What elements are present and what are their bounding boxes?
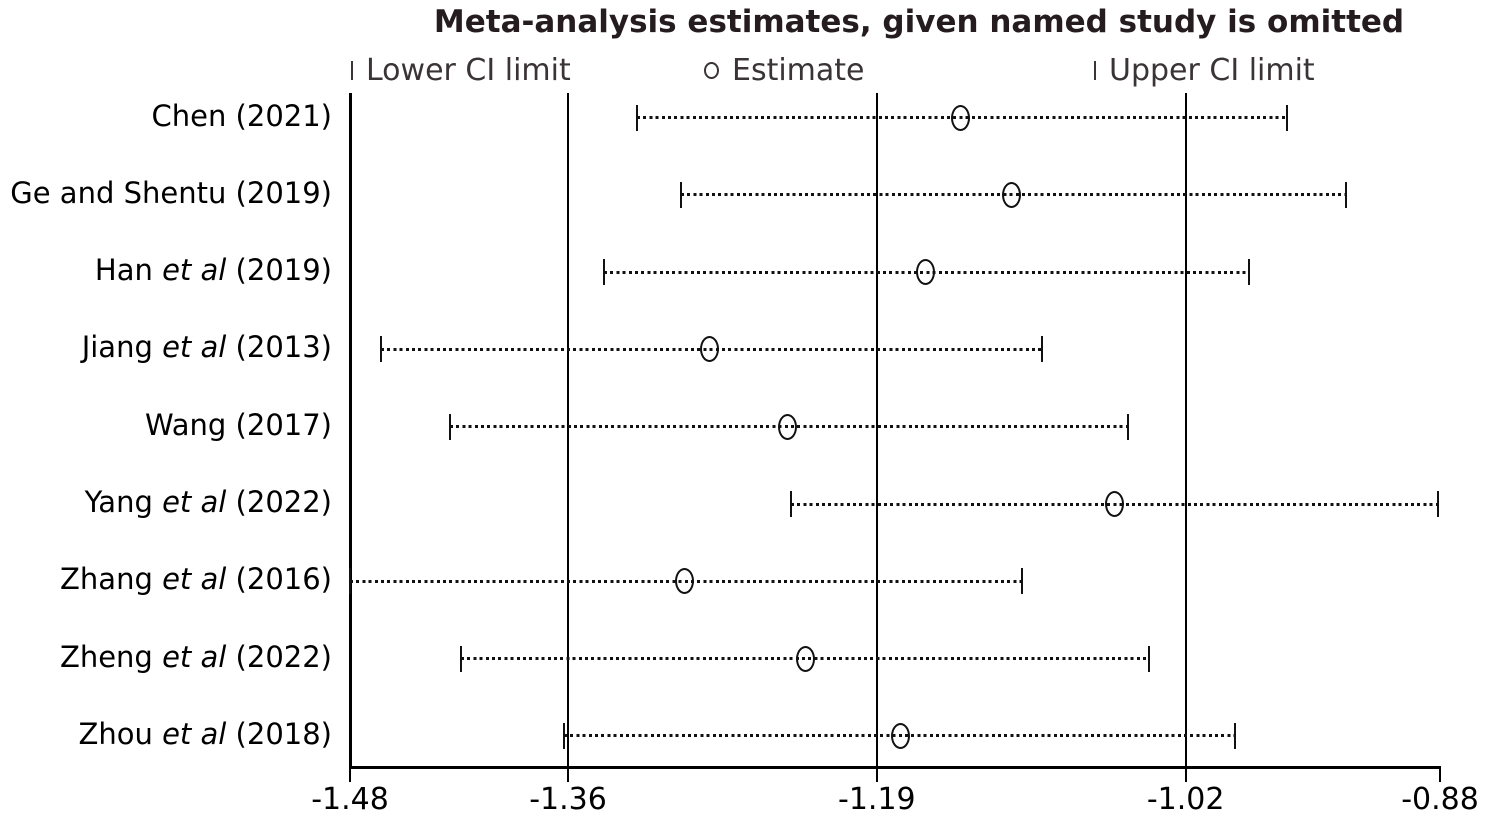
study-label: Zhang et al (2016)	[0, 562, 332, 596]
study-name: Ge and Shentu	[10, 175, 227, 210]
x-tick-label: -1.02	[1146, 782, 1225, 817]
estimate-marker	[916, 259, 936, 286]
legend-item-upper-ci: Upper CI limit	[1094, 50, 1315, 90]
upper-ci-cap	[1148, 645, 1151, 672]
study-label: Chen (2021)	[0, 99, 332, 133]
upper-ci-cap	[1021, 568, 1024, 595]
lower-ci-cap	[679, 181, 682, 208]
estimate-marker	[1001, 181, 1021, 208]
x-axis-tick	[349, 769, 351, 782]
estimate-marker	[778, 413, 798, 440]
estimate-marker	[890, 722, 910, 749]
study-year: (2019)	[226, 253, 332, 288]
study-label: Jiang et al (2013)	[0, 330, 332, 364]
study-year: (2019)	[226, 175, 332, 210]
upper-ci-cap	[1344, 181, 1347, 208]
study-name: Zhang	[60, 562, 153, 597]
study-etal: et al	[152, 639, 227, 674]
study-label: Ge and Shentu (2019)	[0, 176, 332, 210]
study-etal: et al	[152, 253, 227, 288]
lower-ci-cap	[563, 722, 566, 749]
reference-line-overall-lower-ci	[567, 93, 569, 766]
study-etal: et al	[152, 562, 227, 597]
upper-ci-cap	[1126, 413, 1129, 440]
study-year: (2013)	[226, 330, 332, 365]
upper-ci-cap	[1437, 491, 1440, 517]
estimate-marker	[1105, 491, 1125, 517]
x-tick-label: -1.48	[311, 782, 389, 817]
upper-ci-cap	[1233, 722, 1236, 749]
study-name: Wang	[144, 407, 227, 442]
upper-ci-cap	[1041, 336, 1044, 363]
estimate-marker	[674, 568, 694, 595]
upper-ci-tick-icon	[1094, 60, 1096, 80]
y-axis-line	[349, 93, 352, 766]
study-etal: et al	[152, 330, 227, 365]
legend-item-lower-ci: Lower CI limit	[351, 50, 571, 90]
lower-ci-cap	[603, 259, 606, 286]
study-year: (2022)	[226, 485, 332, 519]
lower-ci-tick-icon	[351, 60, 353, 80]
study-label: Wang (2017)	[0, 408, 332, 442]
x-axis-tick	[875, 769, 878, 782]
lower-ci-cap	[448, 413, 451, 440]
study-name: Jiang	[81, 330, 153, 365]
study-year: (2018)	[226, 716, 332, 751]
study-etal: et al	[152, 485, 227, 519]
study-year: (2017)	[226, 407, 332, 442]
study-name: Han	[94, 253, 153, 288]
study-etal: et al	[152, 716, 227, 751]
lower-ci-cap	[790, 491, 793, 517]
reference-line-overall-upper-ci	[1184, 93, 1187, 766]
x-axis-tick	[1439, 769, 1441, 782]
study-year: (2021)	[226, 98, 332, 133]
estimate-circle-icon	[704, 61, 719, 79]
estimate-marker	[796, 645, 816, 672]
lower-ci-cap	[349, 568, 351, 595]
estimate-marker	[950, 104, 970, 131]
estimate-marker	[700, 336, 720, 363]
x-axis-tick	[567, 769, 569, 782]
study-year: (2016)	[226, 562, 332, 597]
study-name: Yang	[84, 485, 153, 519]
study-label: Yang et al (2022)	[0, 485, 332, 519]
study-year: (2022)	[226, 639, 332, 674]
study-name: Zheng	[59, 639, 153, 674]
x-axis-tick	[1184, 769, 1187, 782]
x-tick-label: -1.19	[838, 782, 916, 817]
lower-ci-cap	[636, 104, 639, 131]
legend: Lower CI limit Estimate Upper CI limit	[0, 50, 1488, 90]
upper-ci-cap	[1286, 104, 1289, 131]
upper-ci-cap	[1248, 259, 1251, 286]
chart-title: Meta-analysis estimates, given named stu…	[433, 4, 1405, 40]
study-label: Han et al (2019)	[0, 253, 332, 287]
reference-line-overall-estimate	[875, 93, 878, 766]
study-label: Zheng et al (2022)	[0, 640, 332, 674]
study-name: Chen	[151, 98, 227, 133]
lower-ci-cap	[459, 645, 462, 672]
legend-label-lower-ci: Lower CI limit	[366, 52, 571, 88]
x-axis-line	[349, 766, 1441, 769]
lower-ci-cap	[379, 336, 382, 363]
legend-label-estimate: Estimate	[732, 52, 865, 88]
legend-item-estimate: Estimate	[704, 50, 865, 90]
legend-label-upper-ci: Upper CI limit	[1109, 52, 1315, 88]
x-tick-label: -0.88	[1401, 782, 1479, 817]
study-name: Zhou	[78, 716, 153, 751]
x-tick-label: -1.36	[529, 782, 607, 817]
study-label: Zhou et al (2018)	[0, 717, 332, 751]
